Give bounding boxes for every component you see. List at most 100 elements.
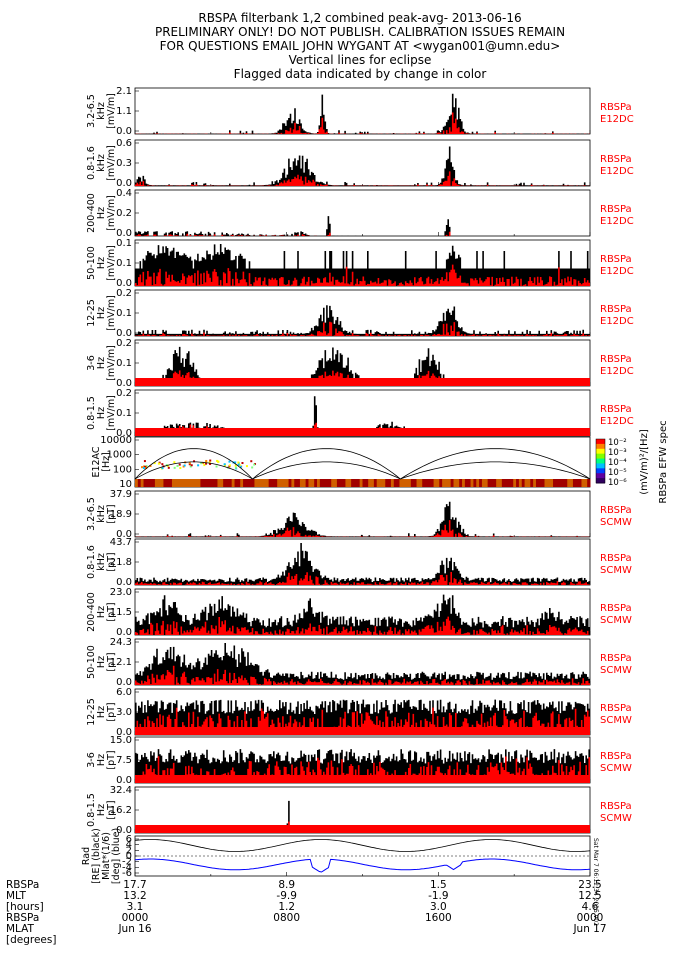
spectrum-cell — [282, 479, 287, 487]
spectrum-cell — [237, 463, 240, 466]
series-data — [135, 93, 590, 134]
instrument-label: E12DC — [600, 416, 634, 427]
y-tick-label: 0.0 — [116, 428, 132, 439]
spectrum-cell — [436, 479, 440, 487]
spectrum-cell — [422, 479, 426, 487]
flagged-floor — [135, 825, 590, 833]
y-axis-label-line: 0.8-1.5 — [86, 396, 97, 430]
y-tick-label: 2.1 — [116, 86, 132, 97]
y-tick-label: 0.0 — [116, 178, 132, 189]
spectrum-cell — [288, 479, 292, 487]
spectrum-cell — [149, 464, 152, 467]
spectrum-cell — [302, 479, 307, 487]
spectrum-cell — [425, 479, 429, 487]
x-axis-value: 8.9 — [278, 879, 295, 891]
instrument-label: SCMW — [600, 763, 632, 774]
spectrum-cell — [413, 479, 418, 487]
y-tick-label: 0.2 — [116, 338, 132, 349]
instrument-label: RBSPa — [600, 254, 632, 265]
spectrum-cell — [209, 459, 212, 462]
header-line-warning: PRELIMINARY ONLY! DO NOT PUBLISH. CALIBR… — [155, 25, 565, 39]
colorbar-tick-label: 10⁻³ — [608, 448, 627, 458]
spectrum-cell — [182, 465, 185, 468]
spectrum-cell — [530, 479, 534, 487]
y-tick-label: 0.2 — [116, 288, 132, 299]
spectrum-cell — [152, 479, 156, 487]
spectrum-cell — [516, 479, 520, 487]
y-axis-label-line: kHz — [96, 505, 107, 523]
y-tick-label: 0.6 — [116, 138, 132, 149]
spectrum-cell — [339, 479, 344, 487]
x-axis-row-label: RBSPa — [6, 912, 39, 924]
spectrum-cell — [161, 463, 164, 466]
spectrum-cell — [239, 465, 242, 468]
y-tick-label: 0.0 — [116, 727, 132, 738]
x-axis-value: 3.0 — [430, 901, 447, 913]
spectrum-cell — [214, 479, 218, 487]
spectrum-cell — [479, 479, 483, 487]
y-axis-label-line: kHz — [96, 553, 107, 571]
spectrum-cell — [456, 479, 460, 487]
spectrum-cell — [581, 479, 585, 487]
spectrum-cell — [157, 462, 160, 465]
spectrum-cell — [173, 461, 176, 464]
series-data — [135, 216, 451, 236]
spectrum-cell — [297, 479, 301, 487]
spectrum-cell — [538, 479, 543, 487]
spectrum-cell — [197, 479, 201, 487]
spectrum-cell — [228, 479, 233, 487]
y-axis-label-line: Mlat*(1/6) — [101, 832, 112, 880]
y-axis-label-line: 3.2-6.5 — [86, 497, 97, 531]
x-axis-labels: RBSPaMLT[hours]RBSPaMLAT[degrees]17.713.… — [6, 879, 607, 946]
flagged-floor — [135, 428, 590, 436]
spectrum-cell — [405, 479, 409, 487]
spectrum-cell — [251, 479, 255, 487]
spectrum-cell — [142, 466, 145, 469]
spectrum-cell — [217, 479, 221, 487]
instrument-label: SCMW — [600, 615, 632, 626]
y-axis-label-line: E12AC — [91, 446, 102, 477]
series-data — [135, 305, 590, 336]
spectrum-cell — [173, 466, 176, 469]
header-line-eclipse: Vertical lines for eclipse — [289, 53, 432, 67]
y-tick-label: 6.0 — [116, 687, 132, 698]
y-tick-label: -6 — [122, 868, 132, 879]
instrument-label: E12DC — [600, 216, 634, 227]
y-axis-label-line: 50-100 — [86, 246, 97, 280]
spectrum-cell — [462, 479, 466, 487]
y-tick-label: 0.0 — [116, 825, 132, 836]
series-flagged — [135, 112, 590, 134]
spectrum-cell — [186, 479, 190, 487]
spectrum-cell — [487, 479, 491, 487]
spectrum-cell — [396, 479, 400, 487]
spectrum-cell — [254, 479, 258, 487]
spectrum-cell — [197, 464, 200, 467]
x-axis-row-label: MLAT — [6, 923, 35, 935]
spectrum-cell — [237, 461, 240, 464]
spectrum-cell — [234, 479, 238, 487]
y-axis-label-line: 50-100 — [86, 645, 97, 679]
y-tick-label: -2 — [122, 857, 132, 868]
series-flagged — [135, 572, 590, 585]
spectrum-cell — [177, 479, 181, 487]
instrument-label: E12DC — [600, 266, 634, 277]
side-note-text: Sat Mar 7 06:12:34 2015 v02 — [592, 838, 599, 926]
spectrum-cell — [224, 464, 227, 467]
y-axis-label: 200-400 Hz [pT] — [86, 592, 117, 632]
spectrum-cell — [216, 459, 219, 462]
spectrum-cell — [179, 467, 182, 470]
instrument-label: RBSPa — [600, 102, 632, 113]
spectrum-cell — [257, 479, 261, 487]
y-axis-label-line: 200-400 — [86, 193, 97, 233]
y-axis-label-line: [mV/m] — [106, 245, 117, 281]
panel-frame — [134, 139, 591, 187]
spectrum-cell — [348, 479, 352, 487]
series-data — [135, 146, 590, 186]
x-axis-value: -1.9 — [428, 890, 449, 902]
spectrum-cell — [311, 479, 315, 487]
spectrum-cell — [570, 479, 574, 487]
